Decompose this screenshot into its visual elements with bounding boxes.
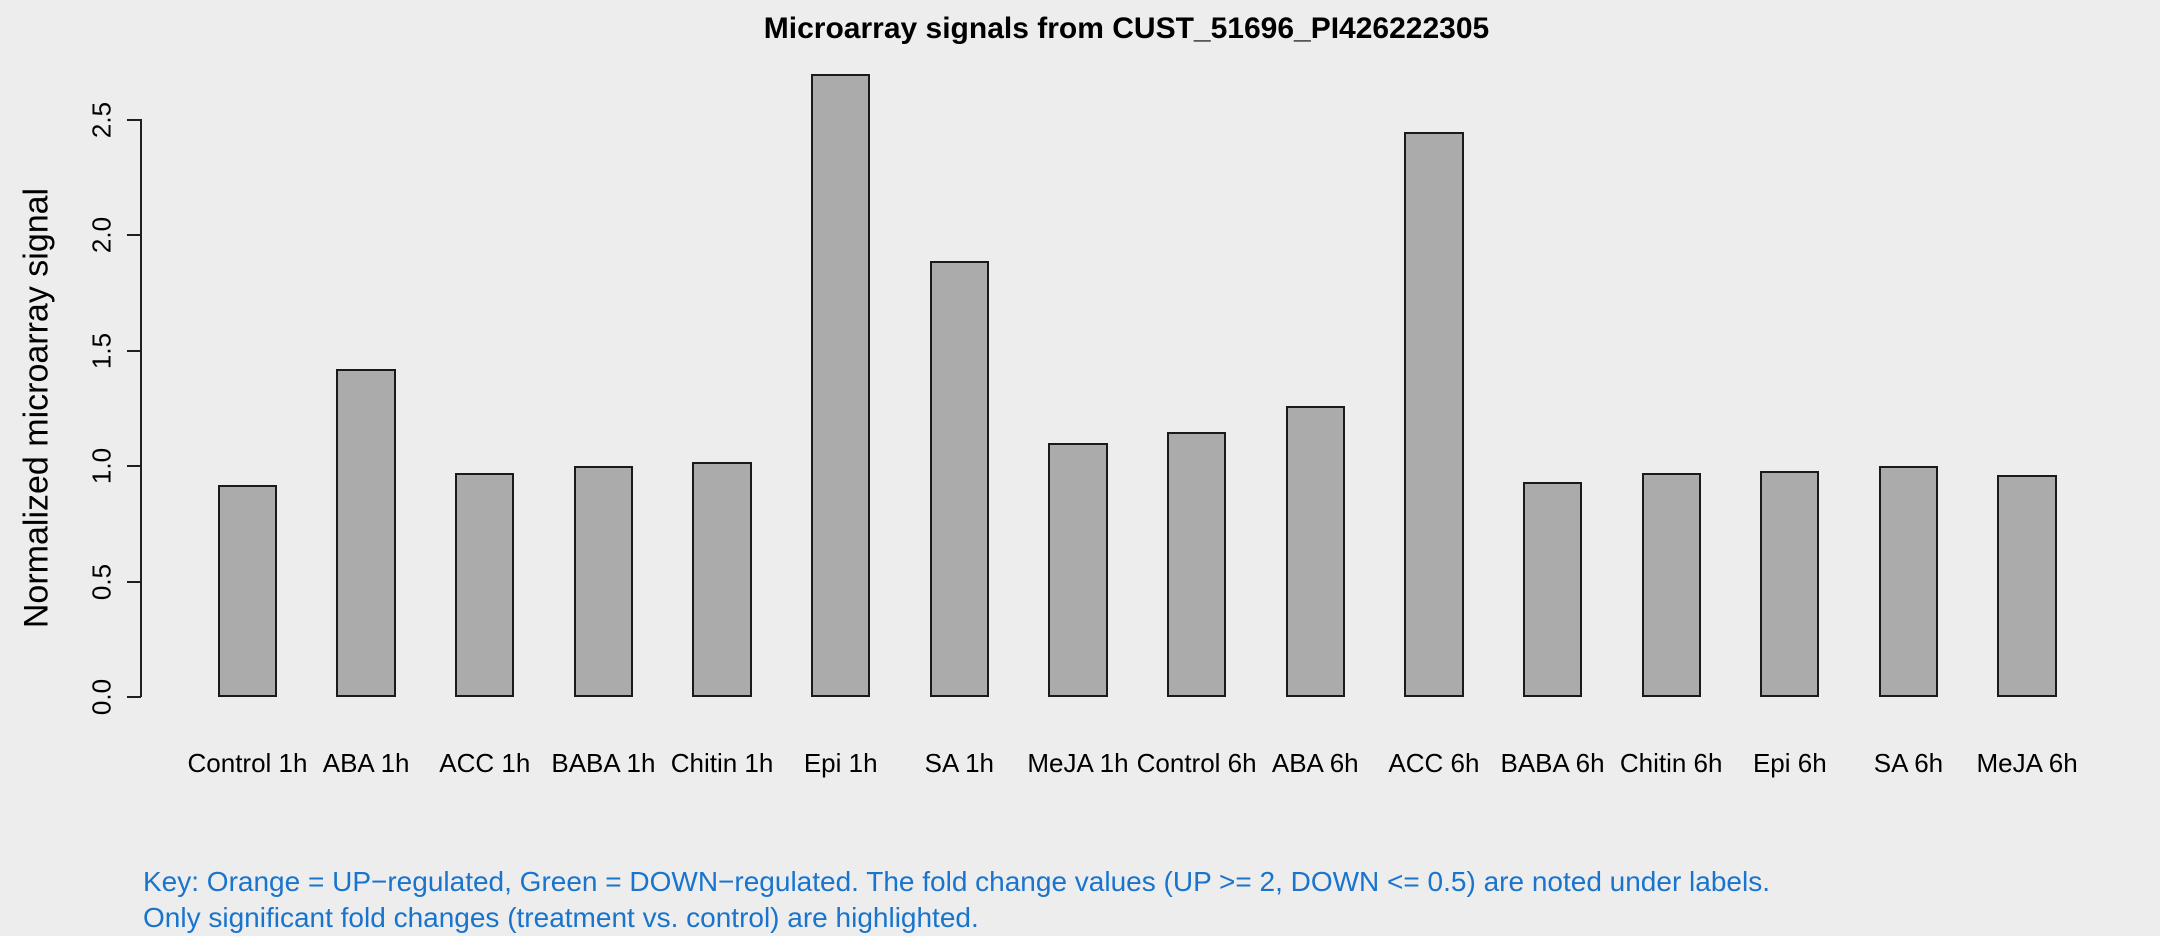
x-tick-label: ACC 1h: [439, 748, 531, 778]
x-tick-label: Chitin 1h: [670, 748, 774, 778]
bar-acc-1h: [455, 473, 515, 697]
y-tick-mark: [127, 580, 141, 583]
x-tick-label: Chitin 6h: [1619, 748, 1723, 778]
bar-sa-6h: [1878, 466, 1939, 697]
chart-title: Microarray signals from CUST_51696_PI426…: [763, 12, 1490, 45]
x-tick-label: Control 6h: [1136, 748, 1257, 778]
bar-aba-6h: [1285, 406, 1345, 697]
bar-aba-1h: [336, 369, 396, 697]
bar-baba-1h: [573, 466, 634, 697]
key-note-line2: Only significant fold changes (treatment…: [143, 902, 979, 933]
x-tick-label: Control 1h: [187, 748, 308, 778]
y-tick-mark: [127, 119, 141, 121]
bar-chitin-6h: [1641, 473, 1701, 697]
x-tick-label: Epi 6h: [1752, 748, 1827, 778]
key-note-line1: Key: Orange = UP−regulated, Green = DOWN…: [143, 866, 1770, 897]
y-tick-label: 2.0: [86, 217, 117, 254]
y-axis-line: [140, 119, 142, 697]
y-tick-label: 2.5: [86, 101, 117, 139]
bar-epi-1h: [811, 73, 871, 697]
y-tick-mark: [127, 696, 141, 698]
bar-epi-6h: [1760, 470, 1820, 697]
bar-acc-6h: [1404, 131, 1464, 697]
x-tick-label: SA 1h: [924, 748, 995, 778]
x-tick-label: MeJA 6h: [1976, 748, 2078, 778]
y-tick-mark: [127, 349, 141, 352]
bar-control-1h: [217, 484, 278, 697]
y-tick-mark: [127, 465, 141, 468]
y-tick-label: 0.0: [86, 678, 117, 716]
x-tick-label: ABA 1h: [322, 748, 410, 778]
bar-chitin-1h: [692, 461, 752, 697]
bar-meja-6h: [1997, 475, 2057, 697]
bar-meja-1h: [1048, 443, 1108, 697]
y-tick-label: 0.5: [86, 563, 117, 600]
bar-control-6h: [1166, 431, 1227, 697]
x-tick-label: BABA 6h: [1500, 748, 1605, 778]
y-tick-mark: [127, 234, 141, 237]
key-note: Key: Orange = UP−regulated, Green = DOWN…: [143, 864, 1770, 936]
x-tick-label: ACC 6h: [1388, 748, 1480, 778]
y-axis-label: Normalized microarray signal: [17, 187, 56, 629]
bar-sa-1h: [929, 260, 989, 697]
x-tick-label: MeJA 1h: [1027, 748, 1129, 778]
x-tick-label: ABA 6h: [1271, 748, 1359, 778]
x-tick-label: Epi 1h: [803, 748, 878, 778]
x-tick-label: BABA 1h: [551, 748, 656, 778]
bar-baba-6h: [1522, 482, 1583, 697]
x-tick-label: SA 6h: [1873, 748, 1944, 778]
y-tick-label: 1.5: [86, 332, 117, 369]
y-tick-label: 1.0: [86, 448, 117, 485]
